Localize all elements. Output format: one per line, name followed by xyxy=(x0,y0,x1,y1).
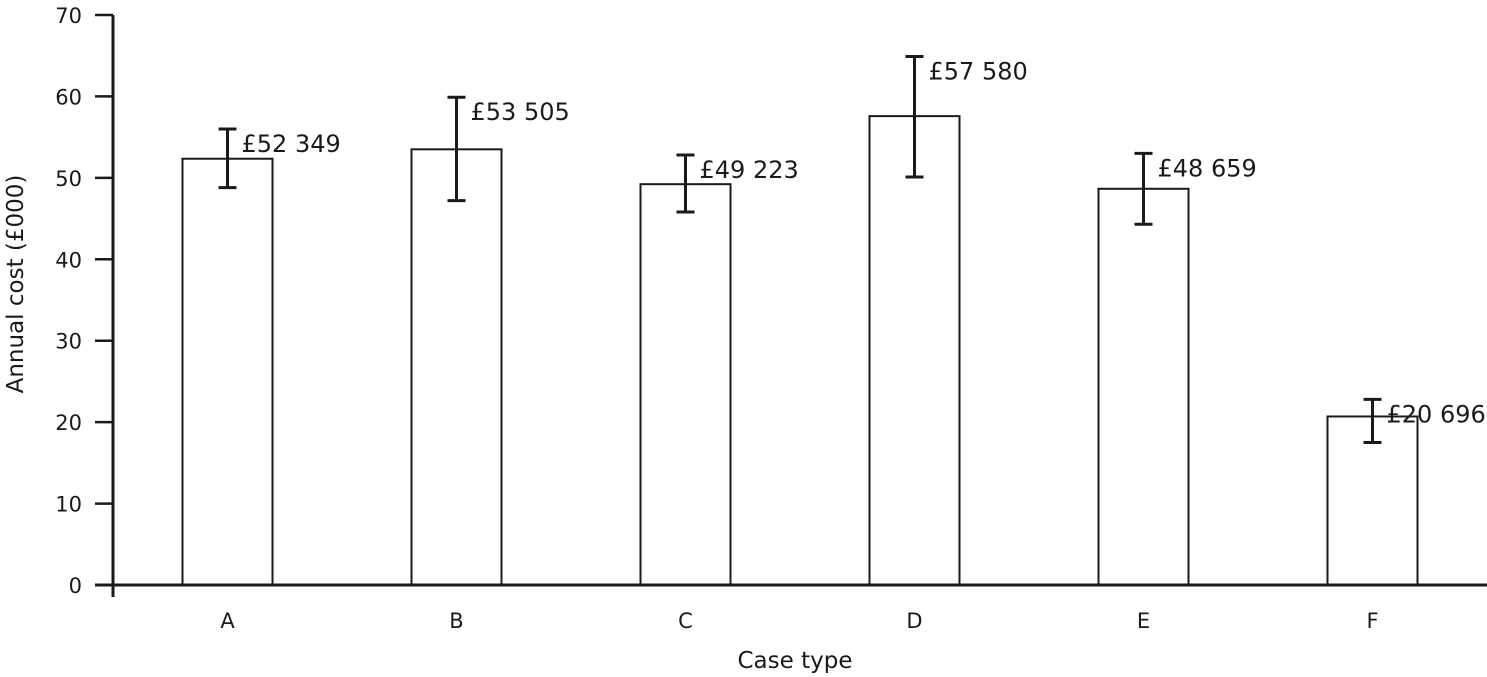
data-label-b: £53 505 xyxy=(471,98,570,126)
error-bar-b xyxy=(447,95,466,203)
y-tick-label: 70 xyxy=(55,4,82,28)
error-bar-f xyxy=(1363,397,1382,444)
x-tick-label-b: B xyxy=(449,609,463,633)
error-bar-e xyxy=(1134,151,1153,226)
x-tick-label-e: E xyxy=(1137,609,1150,633)
data-labels-group: £52 349 £53 505 £49 223 £57 580 £48 659 £20 6… xyxy=(242,58,1486,429)
bar-c xyxy=(639,183,732,586)
y-axis-ticks: 0 10 20 30 40 50 60 70 xyxy=(55,4,113,598)
bars-group xyxy=(181,115,1419,587)
y-tick-label: 50 xyxy=(55,167,82,191)
data-label-a: £52 349 xyxy=(242,130,341,158)
y-tick-label: 30 xyxy=(55,330,82,354)
y-tick-label: 40 xyxy=(55,248,82,272)
y-tick-label: 0 xyxy=(69,574,82,598)
bar-f xyxy=(1326,415,1419,586)
data-label-d: £57 580 xyxy=(929,58,1028,86)
y-tick-label: 60 xyxy=(55,85,82,109)
y-tick-label: 10 xyxy=(55,493,82,517)
y-tick-label: 20 xyxy=(55,411,82,435)
x-tick-label-c: C xyxy=(678,609,693,633)
x-tick-label-a: A xyxy=(220,609,235,633)
bar-d xyxy=(868,115,961,587)
y-axis-title: Annual cost (£000) xyxy=(3,175,29,394)
bar-b xyxy=(410,148,503,586)
x-axis-title: Case type xyxy=(738,648,853,674)
data-label-e: £48 659 xyxy=(1158,154,1257,182)
bar-a xyxy=(181,157,274,586)
error-bar-c xyxy=(676,153,695,214)
x-tick-label-f: F xyxy=(1366,609,1378,633)
x-axis-ticks: A B C D E F xyxy=(220,609,1378,633)
data-label-f: £20 696 xyxy=(1387,400,1486,428)
data-label-c: £49 223 xyxy=(700,156,799,184)
error-bars-group xyxy=(218,55,1382,444)
error-bar-d xyxy=(905,55,924,179)
x-tick-label-d: D xyxy=(906,609,922,633)
bar-e xyxy=(1097,187,1190,587)
error-bar-a xyxy=(218,127,237,190)
